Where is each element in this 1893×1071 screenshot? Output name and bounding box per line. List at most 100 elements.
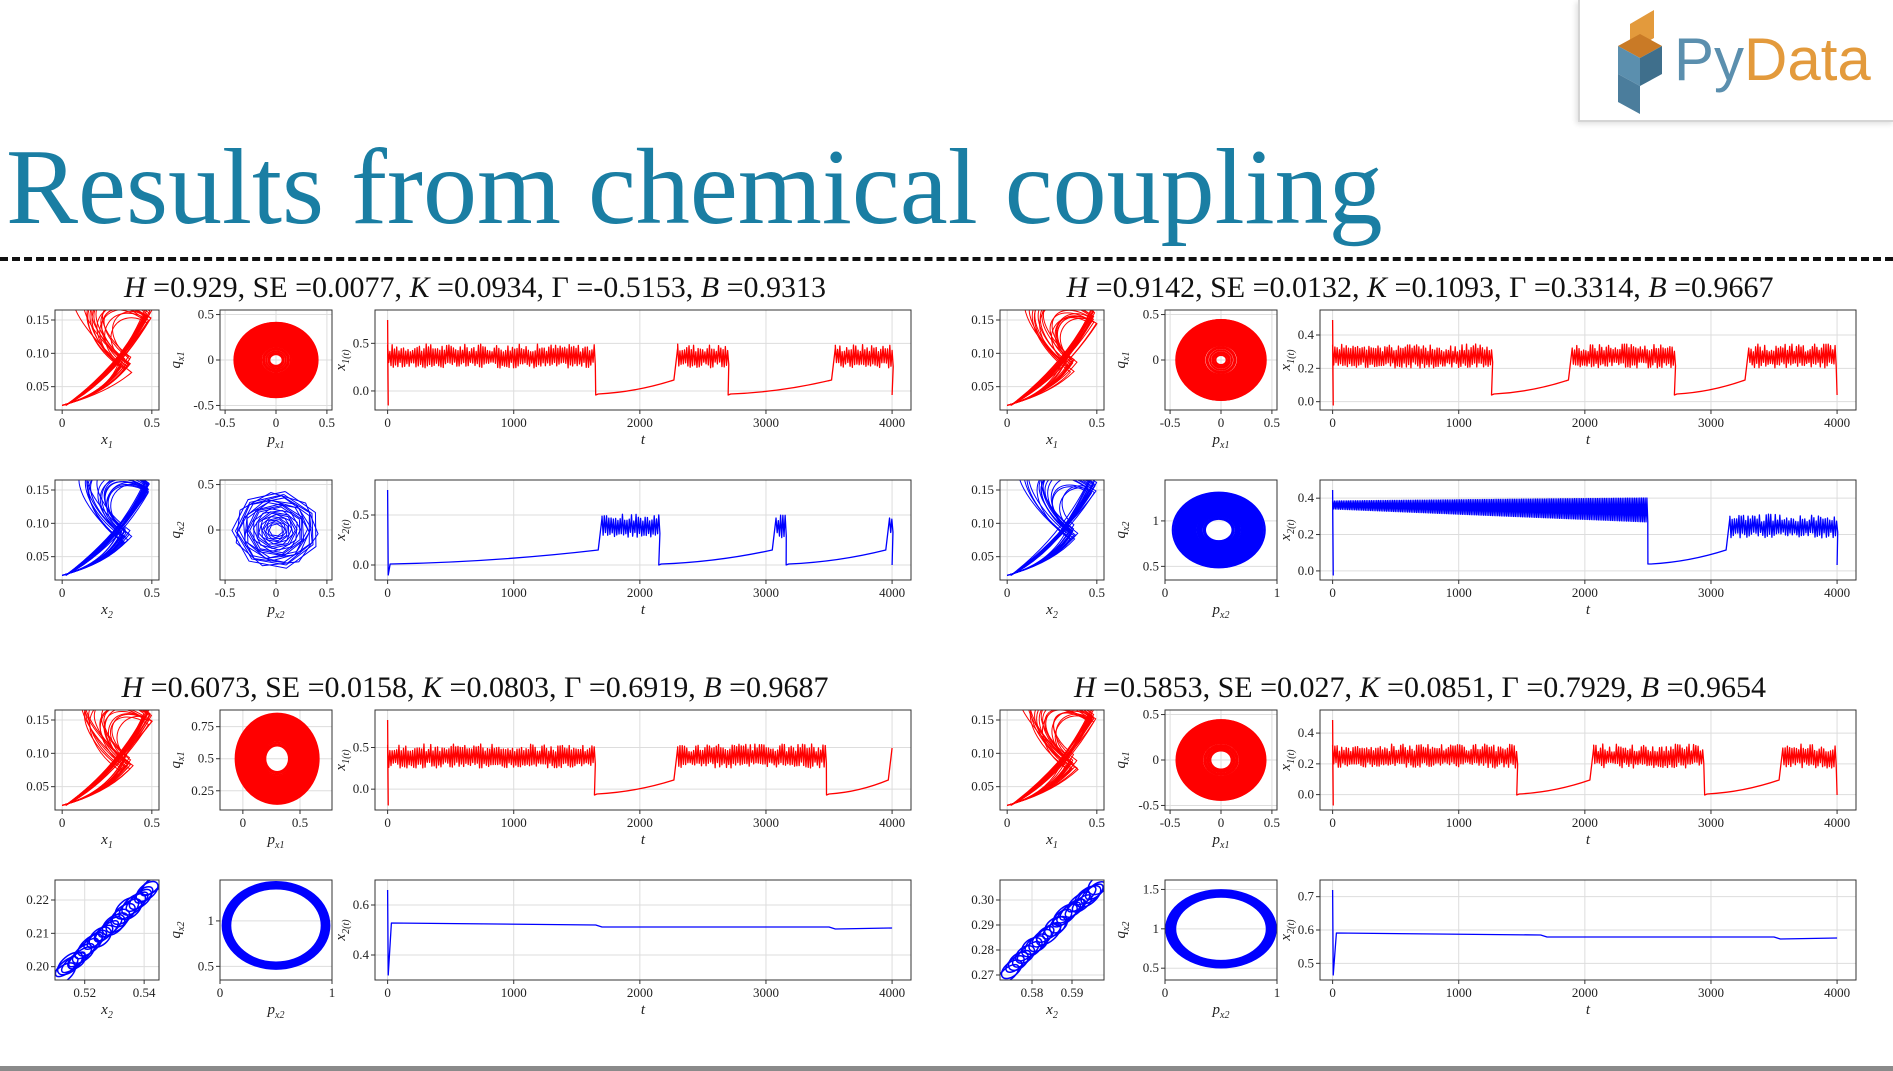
orbit-ring <box>1203 517 1234 543</box>
tick-label-x: 1 <box>1274 585 1281 600</box>
axis-label-x: px1 <box>267 432 285 451</box>
tick-label-x: 2000 <box>1572 985 1598 1000</box>
orbit-ring <box>1206 746 1236 774</box>
tick-label-x: 0 <box>384 415 391 430</box>
trajectory-loop <box>1011 949 1032 968</box>
subplot-time: 0 1000 2000 3000 4000 0.0 0.5 t x1(t) <box>333 709 912 848</box>
axis-label-x: x2 <box>100 602 113 621</box>
axis-label-y: x1(t) <box>333 349 352 372</box>
tick-label-x: 0 <box>240 815 247 830</box>
tick-label-x: 0.5 <box>1089 415 1105 430</box>
axis-label-y: qx1 <box>168 352 187 369</box>
logo-wordmark: PyData <box>1674 28 1871 92</box>
trajectory-path <box>1007 480 1097 576</box>
tick-label-y: 0.5 <box>198 751 214 766</box>
subplot-time: 0 1000 2000 3000 4000 0.0 0.2 0.4 t x1(t) <box>1278 709 1857 848</box>
subplot-star: -0.5 0 0.5 0 0.5 px2 qx2 <box>168 477 335 621</box>
subplot-frame <box>1164 309 1278 411</box>
axis-label-x: x2 <box>100 1002 113 1021</box>
series-osc1 <box>1175 319 1267 401</box>
tick-label-x: 0.59 <box>1061 985 1084 1000</box>
tick-label-y: 0.22 <box>26 892 49 907</box>
tick-label-x: 3000 <box>1698 985 1724 1000</box>
trajectory-path <box>62 310 148 406</box>
tick-label-x: 0 <box>384 815 391 830</box>
trajectory-path <box>1007 310 1094 406</box>
axis-label-x: px2 <box>1212 602 1230 621</box>
orbit-ring <box>1211 351 1231 369</box>
tick-label-x: 0 <box>217 985 224 1000</box>
tick-label-y: 0.05 <box>971 379 994 394</box>
trajectory-loop <box>141 880 159 896</box>
subplot-frame <box>999 309 1105 411</box>
trajectory-path <box>62 310 151 406</box>
subplot-phase: 00.50.050.100.15x1y1 <box>26 309 160 451</box>
tick-label-y: 1 <box>208 913 215 928</box>
subplot-frame <box>54 479 160 581</box>
axis-label-y: qx1 <box>1113 352 1132 369</box>
trajectory-loop <box>1000 963 1020 980</box>
orbit-polygon <box>258 512 296 548</box>
tick-label-y: 0.4 <box>1298 327 1315 342</box>
tick-label-y: 1.5 <box>1143 881 1159 896</box>
trajectory-path <box>62 480 147 576</box>
axis-label-y: x2(t) <box>333 919 352 942</box>
trajectory-path <box>62 310 148 406</box>
trajectory-loop <box>1005 955 1025 974</box>
orbit-polygon <box>267 522 286 539</box>
trajectory-path <box>62 310 148 406</box>
orbit-ring <box>1202 516 1235 544</box>
figure-plots: 00.50.050.100.15x1y1-0.500.5-0.500.5px1q… <box>26 307 912 621</box>
subplot-diag: 0.520.540.200.210.22x2y2 <box>26 879 160 1021</box>
subplot-diag: 0.580.590.270.280.290.30x2y2 <box>971 879 1105 1021</box>
tick-label-y: 0.0 <box>353 781 369 796</box>
tick-label-y: -0.5 <box>193 397 214 412</box>
subplot-frame <box>999 879 1105 981</box>
trajectory-loop <box>1052 903 1078 927</box>
tick-label-x: 0 <box>273 585 280 600</box>
trajectory-path <box>1007 710 1093 806</box>
axis-label-x: t <box>1586 832 1591 848</box>
subplot-phase: 00.50.050.100.15x1y1 <box>971 709 1105 851</box>
series-osc2 <box>231 491 319 569</box>
logo-data: Data <box>1744 26 1871 93</box>
axis-label-x: x1 <box>100 832 113 851</box>
orbit-polygon <box>247 505 302 555</box>
tick-label-y: 0.4 <box>1298 725 1315 740</box>
tick-label-x: 0 <box>273 415 280 430</box>
axis-label-x: px1 <box>1212 832 1230 851</box>
trajectory-path <box>62 310 152 406</box>
tick-label-y: 0.29 <box>971 917 994 932</box>
tick-label-y: 0.05 <box>971 549 994 564</box>
tick-label-y: 0.6 <box>353 897 370 912</box>
time-series-line <box>1331 489 1839 576</box>
subplot-ring: 0 0.5 0.25 0.5 0.75 px1 qx1 <box>168 709 333 851</box>
trajectory-loop <box>1076 884 1102 909</box>
trajectory-path <box>1007 710 1090 806</box>
time-series-line <box>386 489 894 576</box>
tick-label-y: 0.10 <box>971 745 994 760</box>
tick-label-x: 4000 <box>879 815 905 830</box>
tick-label-x: 0.5 <box>144 815 160 830</box>
cube-logo-icon <box>1618 10 1662 114</box>
subplot-ring: 0 1 0.5 1 px2 qx2 <box>1113 479 1281 621</box>
tick-label-x: 3000 <box>753 815 779 830</box>
tick-label-x: 2000 <box>627 985 653 1000</box>
tick-label-x: 0 <box>1329 985 1336 1000</box>
tick-label-y: 0.0 <box>1298 787 1314 802</box>
axis-label-x: x1 <box>1045 832 1058 851</box>
tick-label-y: 0.75 <box>191 719 214 734</box>
time-series-line <box>1331 319 1838 406</box>
tick-label-x: 0 <box>1218 815 1225 830</box>
tick-label-y: 0.2 <box>1298 756 1314 771</box>
tick-label-x: 3000 <box>1698 815 1724 830</box>
axis-label-x: x2 <box>1045 1002 1058 1021</box>
series-osc1 <box>1331 319 1838 406</box>
subplot-ring: -0.5 0 0.5 -0.5 0 0.5 px1 qx1 <box>1113 707 1280 851</box>
orbit-ring <box>263 743 292 775</box>
trajectory-loop <box>1043 915 1067 938</box>
orbit-ring <box>263 348 289 372</box>
axis-label-x: x1 <box>1045 432 1058 451</box>
tick-label-y: 0.4 <box>353 947 370 962</box>
tick-label-y: 0.20 <box>26 959 49 974</box>
